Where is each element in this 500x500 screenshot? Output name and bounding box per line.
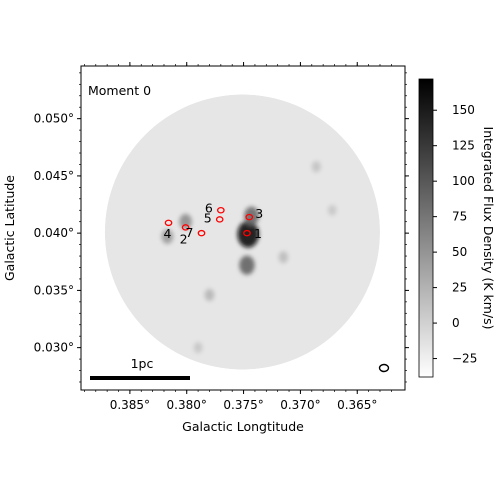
source-markers: 1 2 3 4 567 bbox=[164, 200, 264, 246]
panel-label: Moment 0 bbox=[88, 83, 151, 98]
source-label: 5 bbox=[204, 210, 212, 225]
beam-ellipse bbox=[378, 363, 390, 373]
axes-frame bbox=[80, 65, 406, 391]
y-tick-label: 0.030° bbox=[34, 341, 74, 355]
source-ellipse bbox=[164, 219, 173, 227]
source-ellipse bbox=[181, 224, 190, 231]
emission-peak bbox=[239, 255, 255, 275]
emission-peak bbox=[204, 288, 215, 302]
source-ellipse bbox=[216, 207, 225, 214]
source-label: 2 bbox=[180, 231, 188, 246]
colorbar-gradient bbox=[418, 78, 434, 378]
x-axis-ticks: 0.385° 0.380° 0.375° 0.370° 0.365° bbox=[84, 62, 392, 412]
source-ellipse bbox=[215, 216, 224, 223]
colorbar-label: Integrated Flux Density (K km/s) bbox=[481, 127, 496, 330]
colorbar-tick-label: 125 bbox=[452, 139, 475, 153]
x-tick-label: 0.380° bbox=[167, 398, 207, 412]
colorbar-tick-label: 0 bbox=[452, 316, 460, 330]
colorbar-tick-label: −25 bbox=[452, 352, 477, 366]
emission-peak bbox=[327, 204, 337, 216]
emission-peak bbox=[193, 342, 203, 354]
colorbar-ticks: −25 0 25 50 75 100 125 150 bbox=[433, 103, 477, 366]
emission-map bbox=[104, 94, 380, 370]
x-axis-label: Galactic Longtitude bbox=[182, 419, 304, 434]
y-axis-label: Galactic Latitude bbox=[2, 175, 17, 281]
source-label: 4 bbox=[164, 226, 172, 241]
scale-bar: 1pc bbox=[90, 356, 190, 380]
scale-bar-line bbox=[90, 376, 190, 380]
colorbar-tick-label: 100 bbox=[452, 174, 475, 188]
colorbar-tick-label: 75 bbox=[452, 210, 467, 224]
y-tick-label: 0.050° bbox=[34, 112, 74, 126]
scale-bar-label: 1pc bbox=[131, 356, 154, 371]
colorbar: −25 0 25 50 75 100 125 150 Integrated Flux Dens… bbox=[418, 78, 496, 378]
source-label: 6 bbox=[205, 200, 213, 215]
x-tick-label: 0.385° bbox=[110, 398, 150, 412]
source-ellipse bbox=[243, 229, 251, 237]
emission-peak bbox=[237, 220, 259, 248]
emission-peak bbox=[161, 229, 174, 244]
y-tick-label: 0.045° bbox=[34, 169, 74, 183]
emission-peak bbox=[278, 251, 289, 264]
source-label: 7 bbox=[186, 225, 194, 240]
emission-peak bbox=[311, 161, 321, 173]
source-label: 3 bbox=[255, 206, 263, 221]
colorbar-tick-label: 50 bbox=[452, 245, 467, 259]
source-label: 1 bbox=[254, 226, 262, 241]
y-tick-label: 0.040° bbox=[34, 226, 74, 240]
y-axis-ticks: 0.030° 0.035° 0.040° 0.045° 0.050° bbox=[34, 72, 409, 383]
x-tick-label: 0.365° bbox=[337, 398, 377, 412]
colorbar-tick-label: 25 bbox=[452, 281, 467, 295]
y-tick-label: 0.035° bbox=[34, 283, 74, 297]
x-tick-label: 0.370° bbox=[280, 398, 320, 412]
colorbar-tick-label: 150 bbox=[452, 103, 475, 117]
x-tick-label: 0.375° bbox=[223, 398, 263, 412]
source-ellipse bbox=[197, 229, 206, 237]
source-ellipse bbox=[245, 213, 254, 221]
